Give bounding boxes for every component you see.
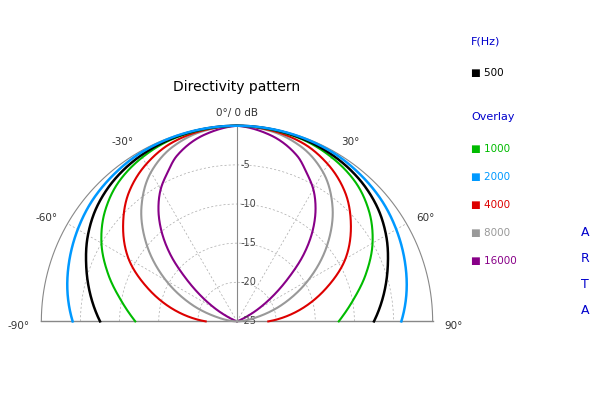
Text: 30°: 30°: [341, 137, 359, 147]
Text: ■ 4000: ■ 4000: [471, 200, 510, 210]
Text: A: A: [581, 304, 589, 316]
Text: T: T: [581, 278, 589, 290]
Text: -15: -15: [241, 238, 257, 248]
Text: 0°/ 0 dB: 0°/ 0 dB: [216, 108, 258, 118]
Text: -30°: -30°: [111, 137, 133, 147]
Text: 90°: 90°: [445, 321, 463, 331]
Text: R: R: [581, 252, 589, 264]
Text: -10: -10: [241, 199, 257, 209]
Text: -20: -20: [241, 277, 257, 287]
Text: ■ 8000: ■ 8000: [471, 228, 510, 238]
Text: ■ 16000: ■ 16000: [471, 256, 517, 266]
Text: -25: -25: [241, 316, 257, 326]
Text: Overlay: Overlay: [471, 112, 515, 122]
Text: A: A: [581, 226, 589, 238]
Text: -60°: -60°: [35, 213, 58, 223]
Text: F(Hz): F(Hz): [471, 36, 500, 46]
Text: ■ 1000: ■ 1000: [471, 144, 510, 154]
Text: ■ 2000: ■ 2000: [471, 172, 510, 182]
Text: ■ 500: ■ 500: [471, 68, 503, 78]
Text: -90°: -90°: [7, 321, 29, 331]
Text: 60°: 60°: [416, 213, 435, 223]
Text: Directivity pattern: Directivity pattern: [173, 80, 301, 94]
Text: -5: -5: [241, 160, 251, 170]
